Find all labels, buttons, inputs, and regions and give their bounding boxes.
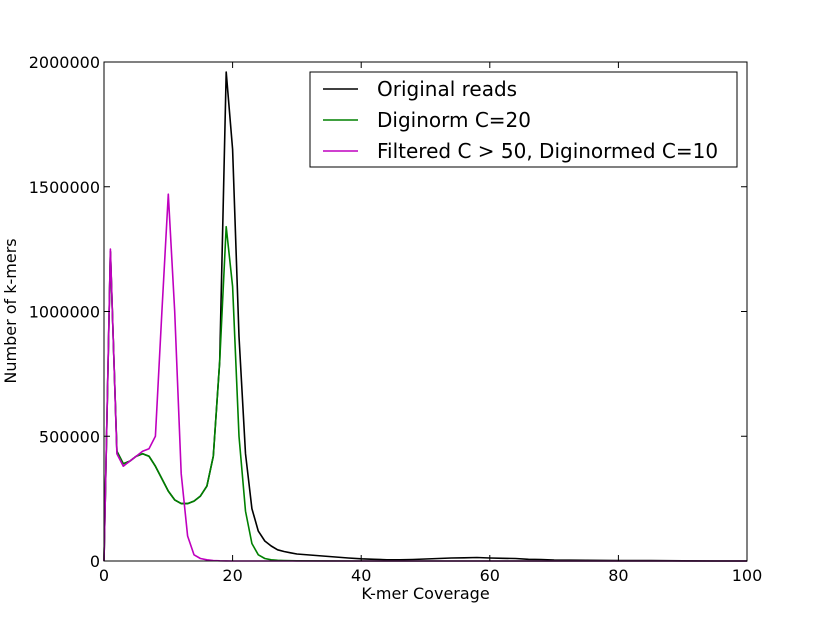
y-tick-label: 2000000 [29, 53, 100, 72]
x-tick-label: 60 [480, 566, 500, 585]
legend-frame [309, 71, 738, 168]
y-axis-label: Number of k-mers [1, 238, 20, 383]
x-tick-label: 40 [351, 566, 371, 585]
x-tick-label: 80 [608, 566, 628, 585]
x-tick-label: 20 [222, 566, 242, 585]
series-line-1 [103, 225, 747, 562]
legend-label-0: Original reads [377, 77, 517, 101]
x-tick-label: 100 [732, 566, 763, 585]
y-tick-label: 500000 [39, 427, 100, 446]
legend: Original reads Diginorm C=20 Filtered C > … [309, 71, 738, 168]
y-tick-label: 0 [90, 552, 100, 571]
legend-label-1: Diginorm C=20 [377, 108, 531, 132]
series-line-2 [103, 193, 747, 562]
x-axis-label: K-mer Coverage [361, 584, 489, 603]
y-tick-label: 1000000 [29, 303, 100, 322]
x-tick-label: 0 [99, 566, 109, 585]
y-tick-label: 1500000 [29, 178, 100, 197]
ticks-layer: 0 20 40 60 80 100 0 500000 1000000 1500000 2000000 [29, 53, 763, 585]
legend-label-2: Filtered C > 50, Diginormed C=10 [377, 139, 718, 163]
